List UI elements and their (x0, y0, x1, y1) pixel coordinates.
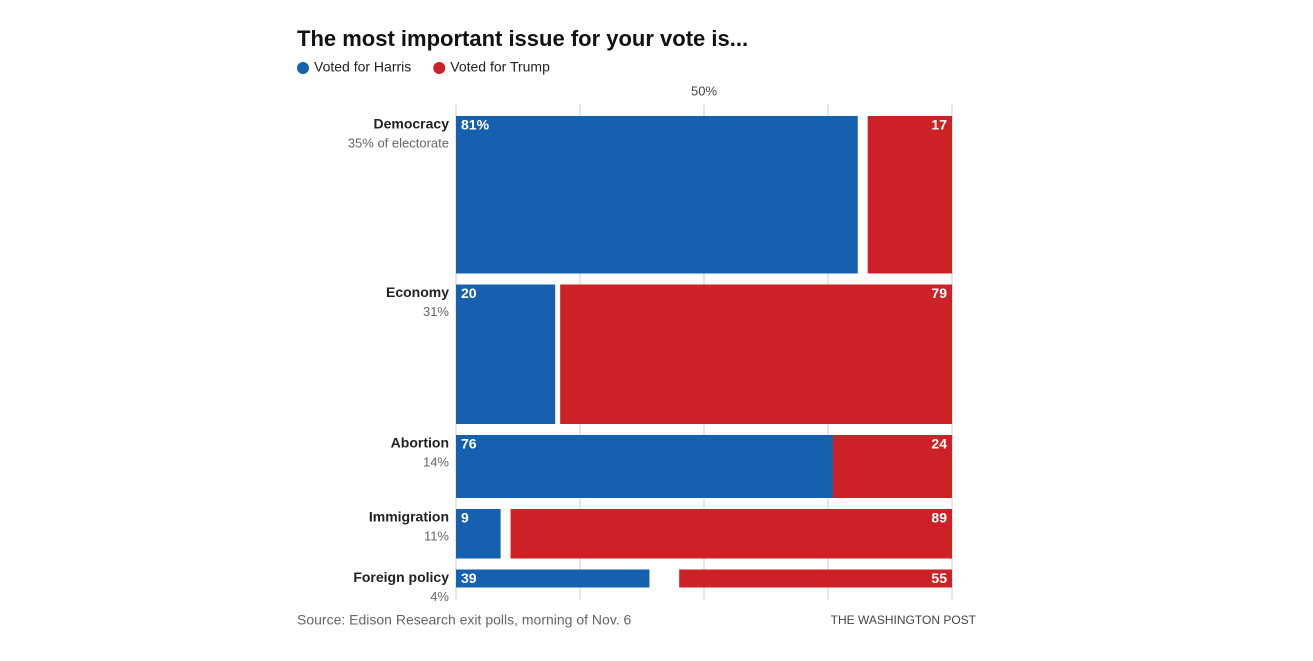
bar-harris (456, 284, 556, 424)
value-label: 55 (931, 570, 947, 586)
share-label: 35% of electorate (348, 135, 449, 150)
bar-trump (560, 284, 952, 424)
category-label: Abortion (391, 435, 449, 451)
share-label: 11% (424, 528, 449, 543)
bar-harris (456, 509, 501, 559)
credit: THE WASHINGTON POST (831, 613, 977, 627)
category-label: Immigration (369, 509, 449, 525)
legend-swatch (297, 62, 309, 74)
bar-trump (510, 509, 952, 559)
x-tick-label: 50% (691, 83, 717, 98)
value-label: 39 (461, 570, 477, 586)
bar-trump (832, 435, 952, 498)
legend-label: Voted for Trump (450, 59, 550, 75)
bar-harris (456, 435, 833, 498)
bar-trump (679, 569, 952, 588)
value-label: 17 (931, 117, 947, 133)
value-label: 76 (461, 436, 477, 452)
value-label: 79 (931, 285, 947, 301)
value-label: 20 (461, 285, 477, 301)
legend-swatch (433, 62, 446, 74)
value-label: 24 (931, 436, 947, 452)
share-label: 14% (423, 454, 449, 469)
bar-harris (456, 569, 650, 588)
category-label: Foreign policy (353, 569, 449, 585)
bar-harris (456, 116, 858, 274)
legend-label: Voted for Harris (314, 59, 411, 75)
category-label: Democracy (374, 116, 450, 132)
value-label: 81% (461, 117, 490, 133)
value-label: 89 (931, 510, 947, 526)
value-label: 9 (461, 510, 469, 526)
share-label: 4% (430, 589, 449, 604)
source: Source: Edison Research exit polls, morn… (297, 612, 632, 628)
category-label: Economy (386, 284, 449, 300)
share-label: 31% (423, 304, 449, 319)
bar-trump (867, 116, 952, 274)
chart-title: The most important issue for your vote i… (297, 26, 748, 51)
